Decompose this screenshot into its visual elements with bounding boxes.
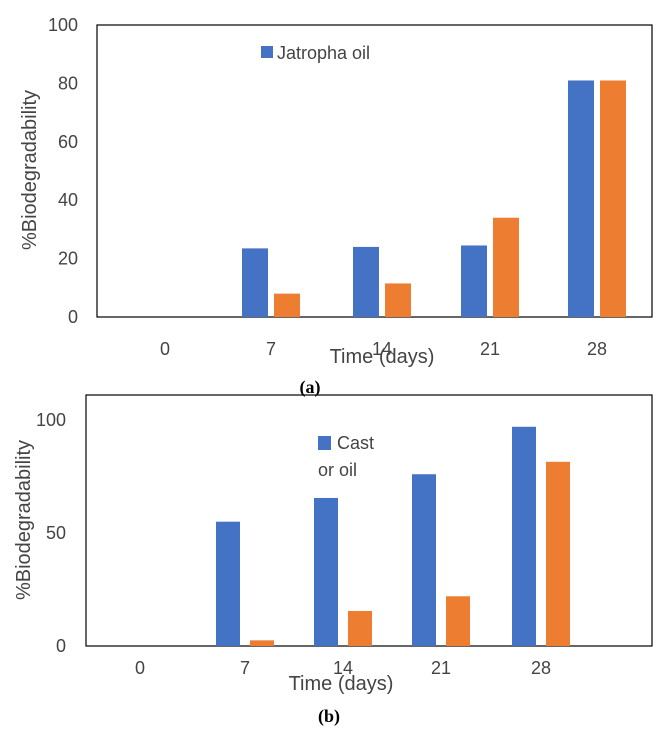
chart-a-bar-series1-28 — [568, 80, 594, 317]
chart-b-x-tick-label: 14 — [333, 658, 353, 678]
chart-b-x-tick-label: 7 — [240, 658, 250, 678]
chart-b-bars — [216, 426, 570, 646]
chart-b-bar-series1-28 — [512, 426, 536, 646]
chart-b-caption: (b) — [318, 706, 340, 727]
chart-a-bar-series1-7 — [242, 248, 268, 317]
chart-b-bar-series2-21 — [446, 596, 470, 646]
chart-a-y-tick-label: 60 — [58, 132, 78, 152]
chart-b-legend-label-line2: or oil — [318, 460, 357, 480]
chart-a-legend-label: Jatropha oil — [277, 43, 370, 63]
chart-a-legend-swatch — [261, 46, 273, 58]
chart-a-caption: (a) — [300, 377, 321, 398]
chart-a-y-tick-label: 0 — [68, 307, 78, 327]
chart-b-bar-series2-28 — [546, 461, 570, 646]
chart-a-bar-series1-14 — [353, 246, 379, 317]
chart-a-y-tick-label: 80 — [58, 73, 78, 93]
chart-b-x-axis-title: Time (days) — [289, 673, 394, 695]
chart-b-bar-series1-14 — [314, 497, 338, 646]
chart-a-x-ticks: 0 7 14 21 28 — [160, 339, 607, 359]
chart-a-y-ticks: 0 20 40 60 80 100 — [48, 15, 78, 327]
chart-b-y-tick-label: 0 — [56, 636, 66, 656]
chart-b-x-ticks: 0 7 14 21 28 — [135, 658, 551, 678]
chart-b-y-tick-label: 50 — [46, 523, 66, 543]
chart-b-bar-series1-21 — [412, 474, 436, 646]
chart-b-legend-swatch — [318, 436, 331, 450]
chart-b-bar-series2-7 — [250, 640, 274, 646]
chart-a-x-tick-label: 7 — [266, 339, 276, 359]
chart-a-y-tick-label: 100 — [48, 15, 78, 35]
chart-a-bar-series2-14 — [385, 283, 411, 317]
chart-b-legend-label-line1: Cast — [337, 433, 374, 453]
chart-b-y-axis-title: %Biodegradability — [13, 440, 35, 600]
chart-b-x-tick-label: 0 — [135, 658, 145, 678]
chart-a-x-tick-label: 14 — [372, 339, 392, 359]
chart-a-x-tick-label: 0 — [160, 339, 170, 359]
chart-a: 0 20 40 60 80 100 0 7 14 21 28 Jatropha oil %Biod… — [19, 15, 653, 398]
chart-b: 0 50 100 0 7 14 21 28 Cast or oil %Biodegradab… — [13, 394, 653, 727]
chart-a-x-tick-label: 28 — [587, 339, 607, 359]
chart-a-bar-series2-7 — [274, 293, 300, 317]
chart-b-bar-series1-7 — [216, 521, 240, 646]
chart-b-y-tick-label: 100 — [36, 410, 66, 430]
chart-a-y-tick-label: 40 — [58, 190, 78, 210]
chart-b-x-tick-label: 21 — [431, 658, 451, 678]
chart-a-bar-series2-21 — [493, 217, 519, 317]
chart-a-x-axis-title: Time (days) — [330, 346, 435, 368]
chart-b-x-tick-label: 28 — [531, 658, 551, 678]
chart-a-bar-series1-21 — [461, 245, 487, 317]
chart-a-y-tick-label: 20 — [58, 249, 78, 269]
chart-a-y-axis-title: %Biodegradability — [19, 90, 41, 250]
chart-b-y-ticks: 0 50 100 — [36, 410, 66, 656]
chart-b-bar-series2-14 — [348, 610, 372, 646]
chart-a-bar-series2-28 — [600, 80, 626, 317]
chart-a-bars — [242, 80, 626, 317]
chart-a-x-tick-label: 21 — [480, 339, 500, 359]
